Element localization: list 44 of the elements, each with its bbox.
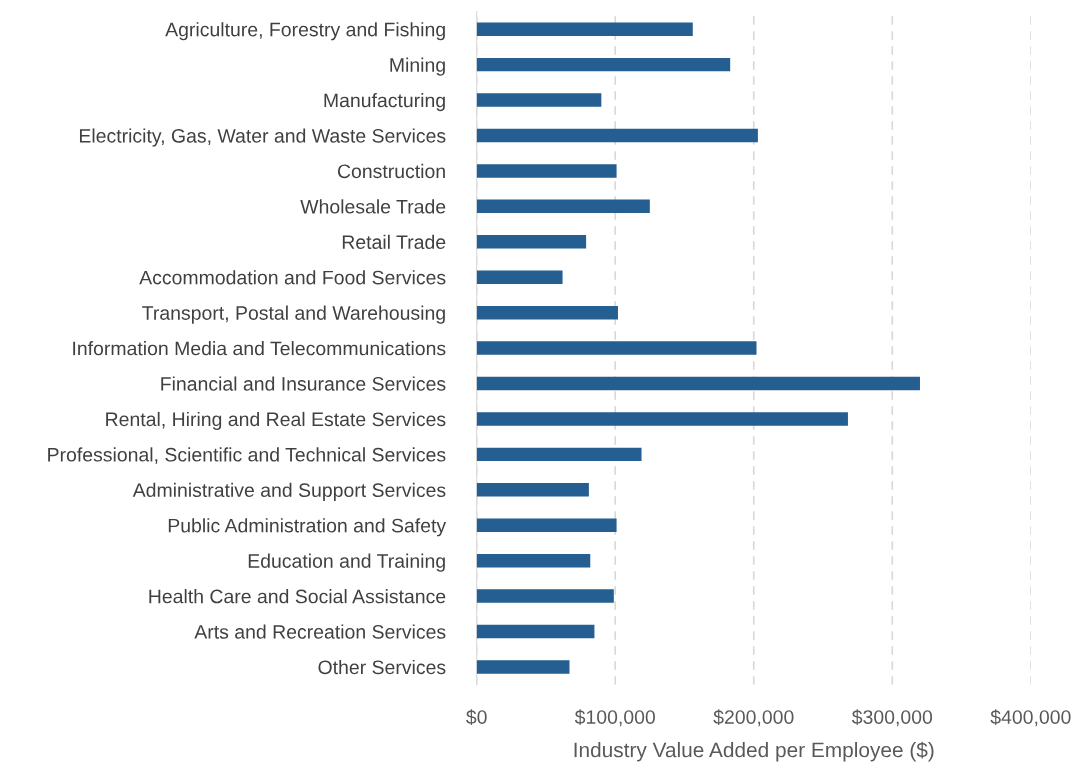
bar <box>476 341 757 355</box>
x-axis-title: Industry Value Added per Employee ($) <box>574 741 934 762</box>
x-tick-label: $0 <box>466 709 487 726</box>
bar <box>476 57 731 72</box>
bar <box>476 624 595 639</box>
y-tick-label: Retail Trade <box>342 234 446 250</box>
bar <box>476 518 617 532</box>
bar <box>476 128 758 143</box>
x-tick-label: $100,000 <box>574 709 655 727</box>
bar <box>476 235 587 249</box>
y-tick-label: Education and Training <box>248 553 445 572</box>
y-tick-label: Wholesale Trade <box>300 199 446 214</box>
y-tick-label: Financial and Insurance Services <box>161 376 446 391</box>
y-tick-label: Information Media and Telecommunications <box>73 341 446 356</box>
bar <box>476 305 618 320</box>
bar <box>476 270 563 284</box>
x-tick-label: $300,000 <box>851 709 933 727</box>
y-tick-label: Manufacturing <box>324 93 445 112</box>
bar <box>476 22 693 36</box>
y-tick-label: Mining <box>390 57 445 76</box>
bar <box>476 660 570 674</box>
y-tick-label: Rental, Hiring and Real Estate Services <box>106 411 446 431</box>
y-tick-label: Public Administration and Safety <box>168 518 447 537</box>
y-tick-label: Agriculture, Forestry and Fishing <box>165 22 445 41</box>
y-tick-label: Professional, Scientific and Technical Services <box>48 447 446 464</box>
bar <box>476 483 589 497</box>
x-tick-label: $400,000 <box>990 709 1071 727</box>
y-tick-label: Health Care and Social Assistance <box>149 589 446 604</box>
bar <box>476 553 591 568</box>
bar <box>476 376 920 391</box>
bar <box>476 164 617 178</box>
bar <box>476 447 642 462</box>
bar <box>476 589 614 603</box>
y-tick-label: Other Services <box>318 659 446 675</box>
y-tick-label: Construction <box>337 163 445 179</box>
bar <box>476 412 848 426</box>
y-tick-label: Electricity, Gas, Water and Waste Services <box>79 128 446 147</box>
y-tick-label: Transport, Postal and Warehousing <box>142 305 445 324</box>
bar <box>476 199 650 214</box>
x-tick-label: $200,000 <box>713 709 794 727</box>
y-tick-label: Accommodation and Food Services <box>139 270 446 285</box>
bar <box>476 93 602 107</box>
y-tick-label: Arts and Recreation Services <box>194 624 446 639</box>
y-tick-label: Administrative and Support Services <box>132 482 446 501</box>
